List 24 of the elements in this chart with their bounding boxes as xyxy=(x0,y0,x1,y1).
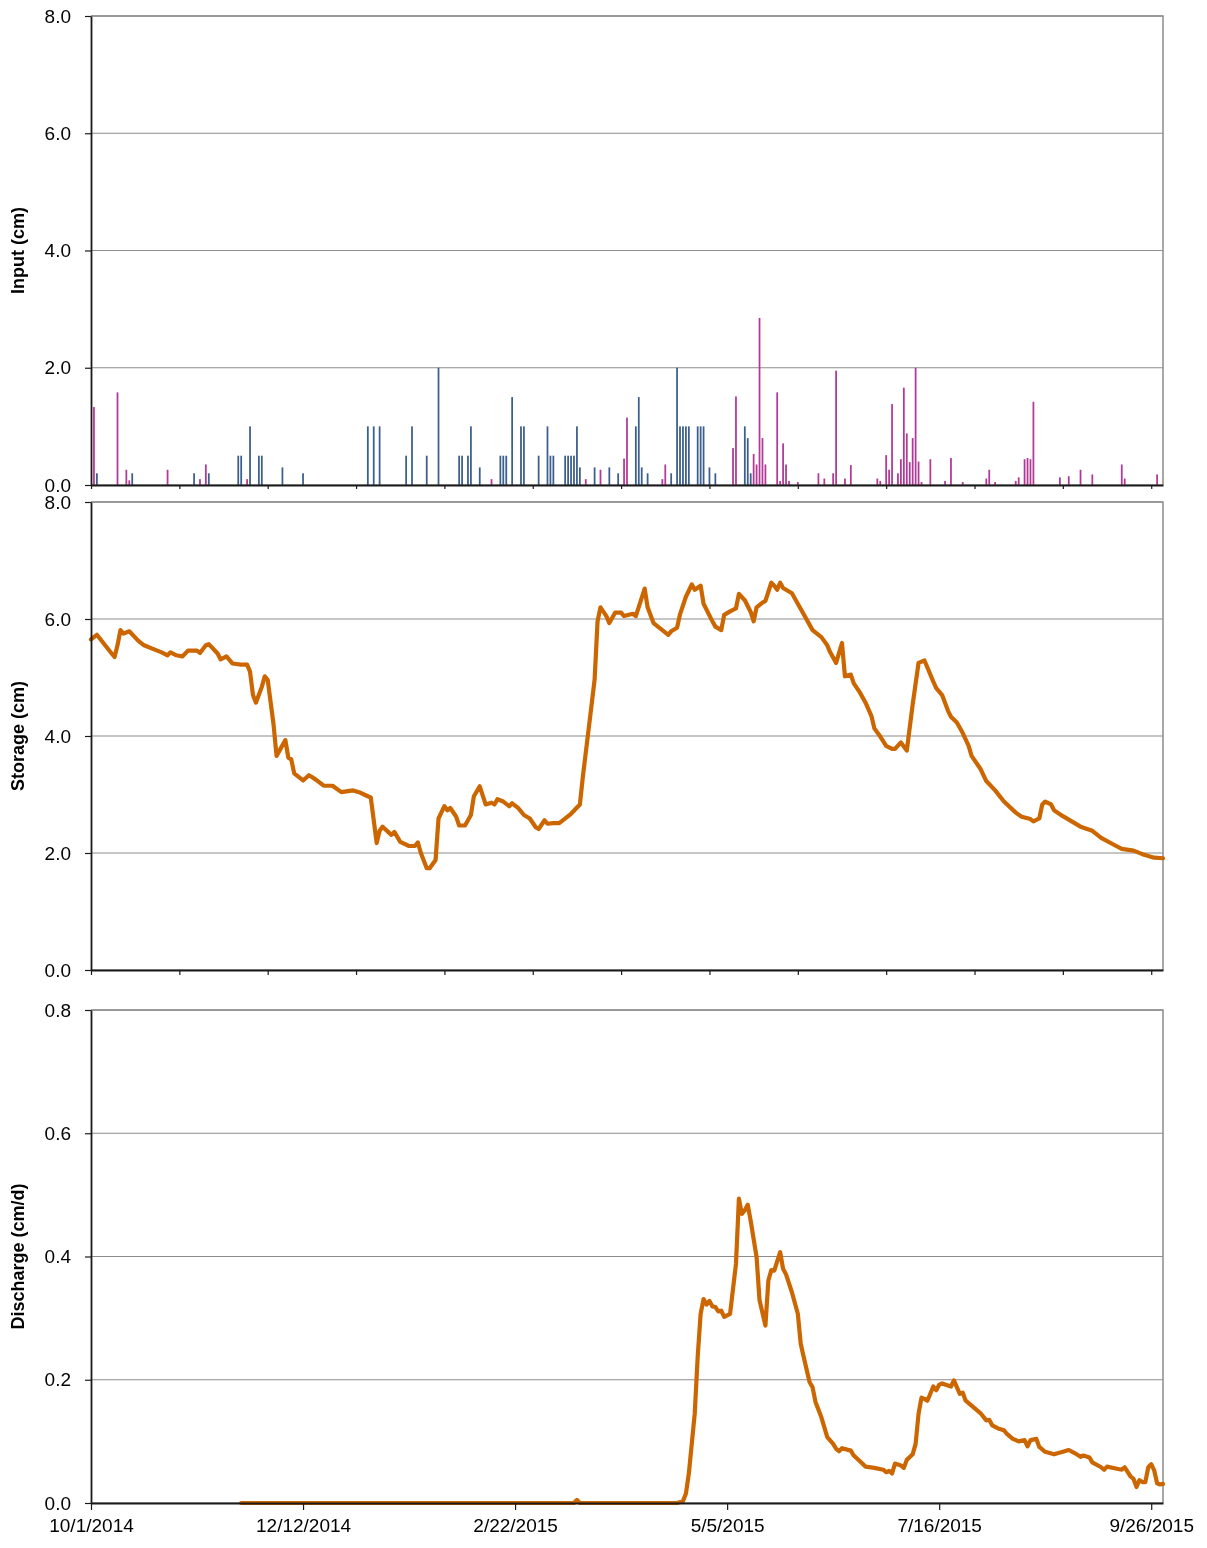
x-tick-label: 5/5/2015 xyxy=(690,1515,765,1537)
x-tick-label: 2/22/2015 xyxy=(473,1515,558,1537)
y-tick-label: 2.0 xyxy=(44,842,71,864)
y-tick-label: 8.0 xyxy=(44,5,71,27)
y-axis-title: Discharge (cm/d) xyxy=(8,1183,28,1330)
x-tick-label: 9/26/2015 xyxy=(1109,1515,1194,1537)
y-tick-label: 4.0 xyxy=(44,240,71,262)
line-series xyxy=(88,580,1166,871)
x-tick-label: 12/12/2014 xyxy=(256,1515,352,1537)
line-series xyxy=(239,1196,1166,1506)
x-tick-label: 7/16/2015 xyxy=(897,1515,982,1537)
y-tick-label: 0.0 xyxy=(44,959,71,981)
y-tick-label: 0.4 xyxy=(44,1246,72,1268)
y-tick-label: 0.6 xyxy=(44,1122,71,1144)
y-tick-label: 4.0 xyxy=(44,725,71,747)
y-tick-label: 6.0 xyxy=(44,608,71,630)
x-tick-label: 10/1/2014 xyxy=(49,1515,135,1537)
y-tick-label: 0.0 xyxy=(44,1492,71,1514)
y-axis-title: Input (cm) xyxy=(8,207,28,294)
y-tick-label: 2.0 xyxy=(44,357,71,379)
y-tick-label: 0.2 xyxy=(44,1369,71,1391)
y-axis-title: Storage (cm) xyxy=(8,680,28,792)
y-tick-label: 0.8 xyxy=(44,999,71,1021)
y-tick-label: 6.0 xyxy=(44,122,71,144)
